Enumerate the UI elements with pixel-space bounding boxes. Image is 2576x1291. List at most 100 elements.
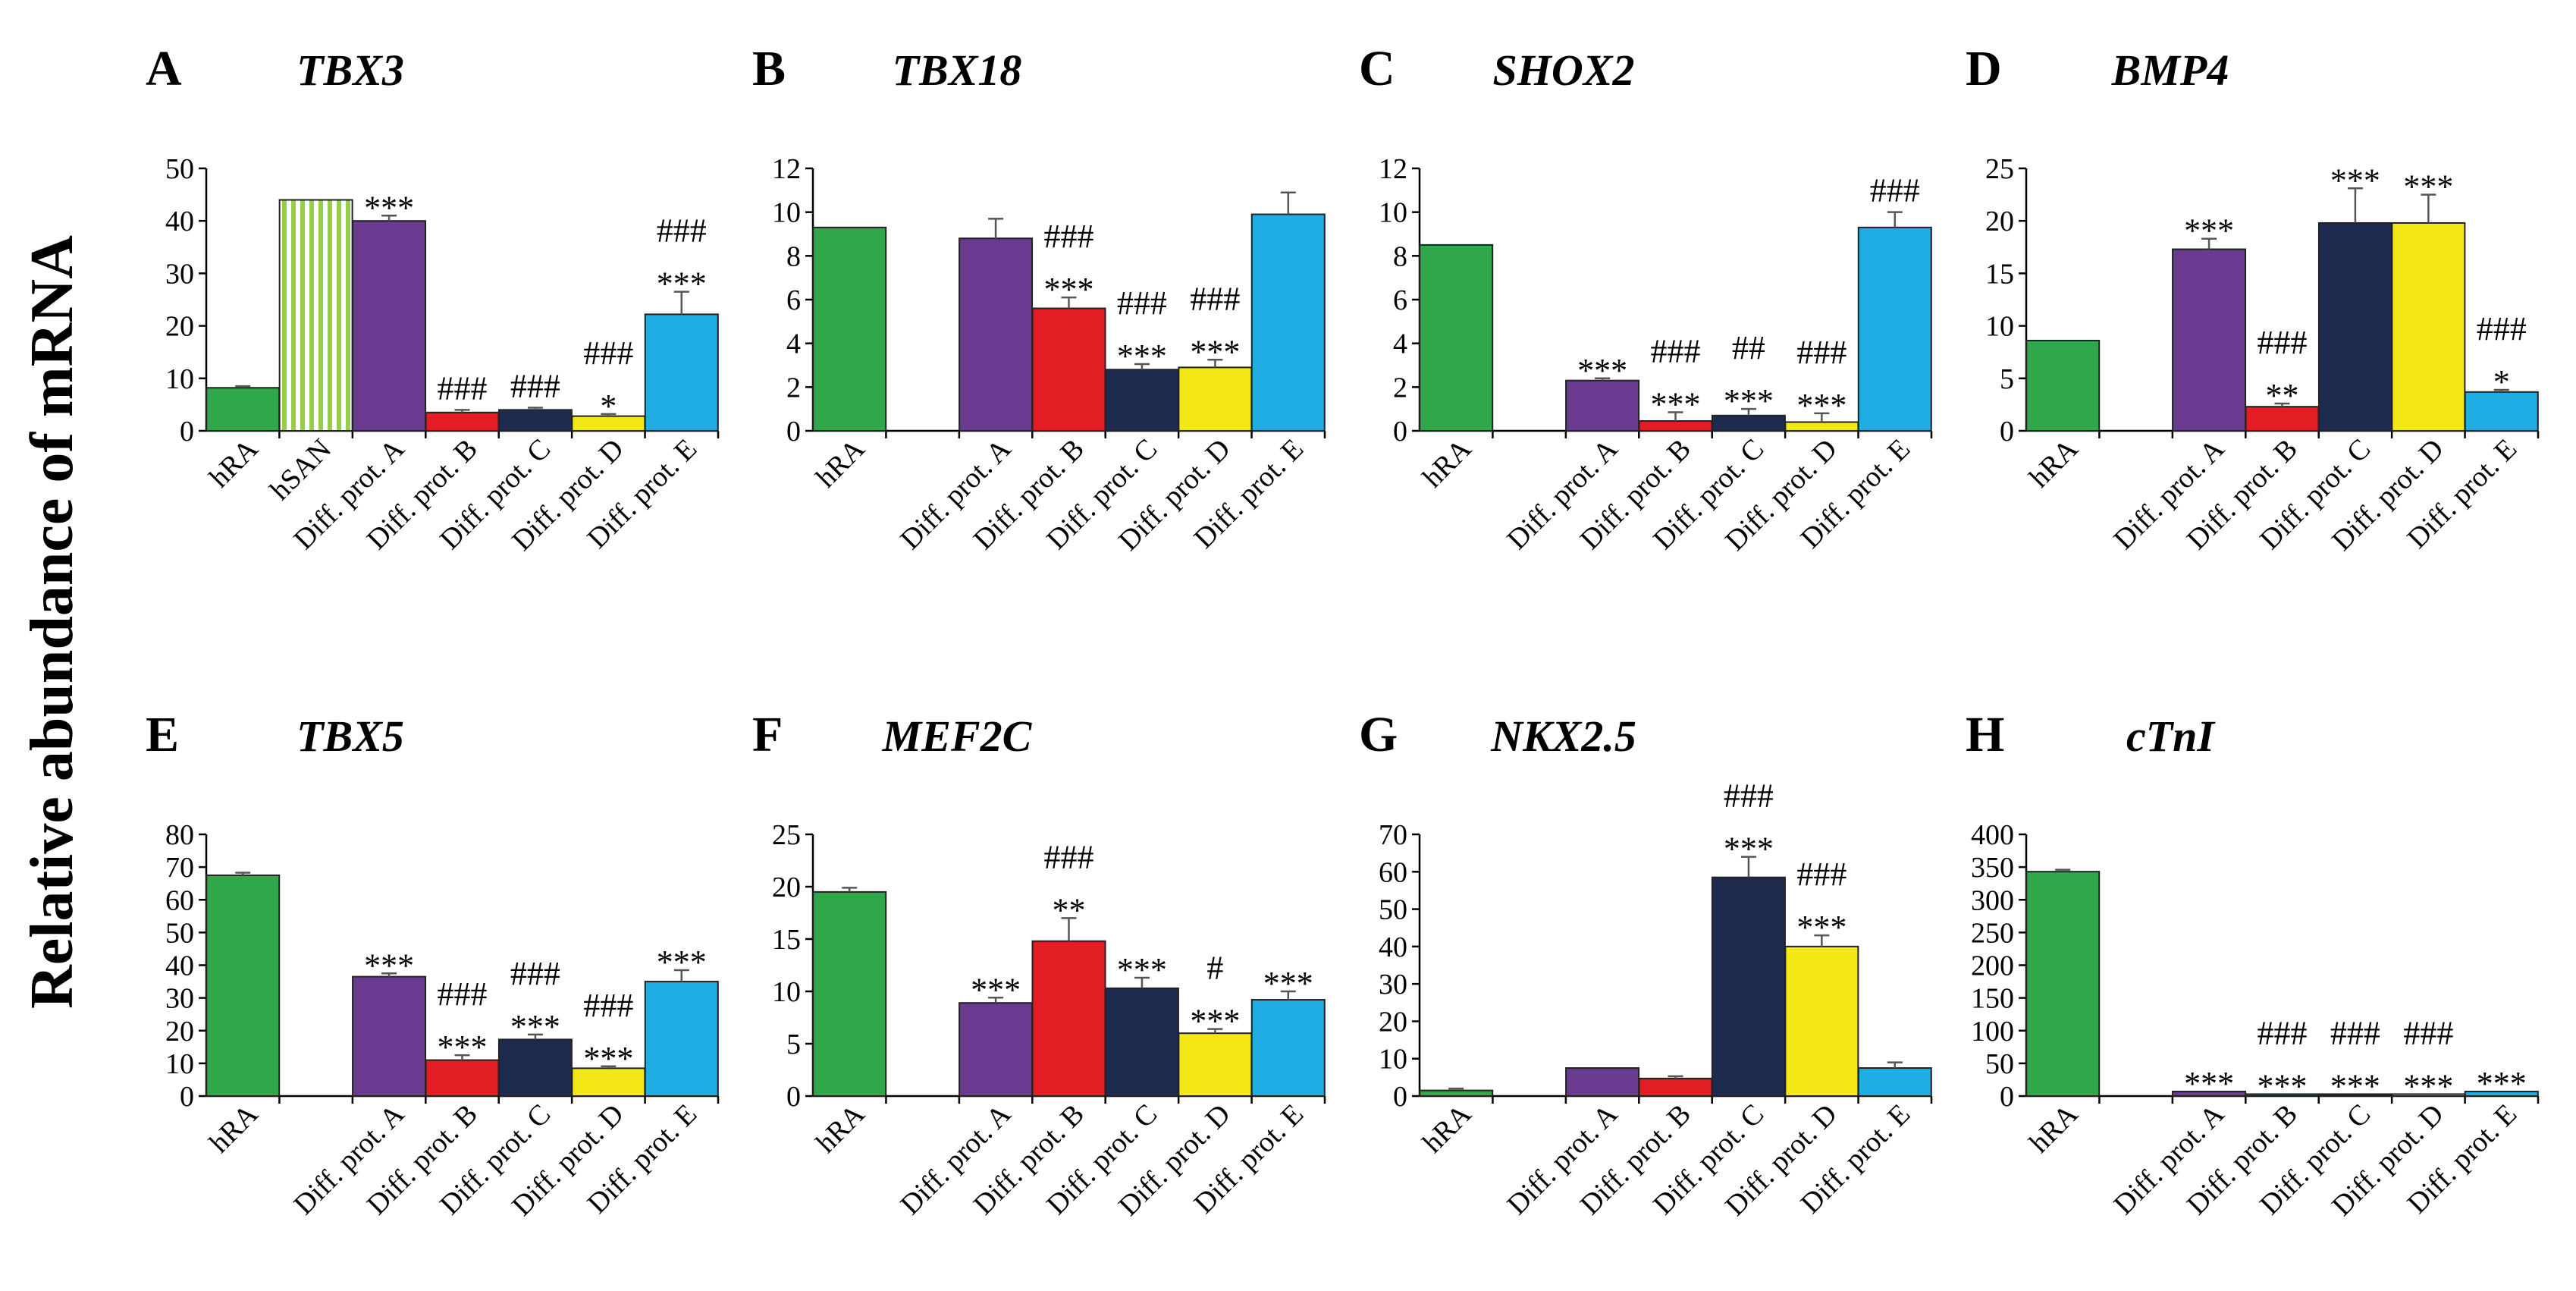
y-tick-label: 30 — [165, 258, 194, 290]
significance-label: *** — [1190, 1003, 1240, 1040]
bar-hra — [1419, 1089, 1494, 1098]
panel-title: BMP4 — [2111, 46, 2229, 95]
panel-letter: B — [752, 41, 786, 96]
bar-hra — [206, 874, 281, 1097]
y-tick-label: 70 — [165, 852, 194, 884]
y-tick-label: 10 — [772, 976, 801, 1008]
y-tick-label: 0 — [180, 416, 194, 448]
bar-diff-prot-c — [2317, 221, 2392, 432]
panel-letter: F — [752, 707, 783, 762]
y-tick-label: 60 — [165, 884, 194, 916]
bar-diff-prot-b — [425, 1059, 500, 1097]
bar-hra — [206, 387, 281, 432]
significance-label: ### — [1796, 334, 1846, 371]
significance-label: ### — [438, 369, 488, 407]
panel-letter: H — [1966, 707, 2004, 762]
significance-label: ### — [583, 335, 633, 372]
bar-hra — [1419, 243, 1494, 432]
bar-diff-prot-b — [425, 411, 500, 432]
bar-diff-prot-b — [1031, 307, 1106, 432]
y-tick-label: 50 — [165, 917, 194, 949]
bar-diff-prot-e — [1250, 213, 1326, 432]
significance-label: *** — [2258, 1067, 2308, 1104]
y-tick-label: 30 — [1379, 969, 1407, 1000]
significance-label: ### — [1870, 172, 1920, 209]
y-tick-label: 10 — [1985, 311, 2014, 343]
significance-label: *** — [971, 971, 1021, 1008]
y-tick-label: 20 — [1985, 206, 2014, 237]
y-tick-label: 40 — [165, 206, 194, 237]
y-tick-label: 25 — [772, 819, 801, 851]
y-tick-label: 10 — [1379, 197, 1407, 229]
significance-label: *** — [1651, 385, 1701, 422]
significance-label: ### — [2330, 1014, 2380, 1051]
y-tick-label: 15 — [1985, 258, 2014, 290]
y-tick-label: 2 — [786, 372, 801, 404]
significance-label: *** — [510, 1008, 560, 1045]
y-tick-label: 20 — [165, 311, 194, 343]
bar-diff-prot-e — [1250, 999, 1326, 1098]
y-tick-label: 6 — [786, 284, 801, 316]
y-tick-label: 20 — [1379, 1006, 1407, 1038]
significance-label: * — [2493, 363, 2510, 400]
y-tick-label: 20 — [772, 872, 801, 903]
significance-label: ### — [1796, 856, 1846, 893]
panel-letter: A — [146, 41, 182, 96]
bar-hra — [812, 891, 887, 1098]
y-tick-label: 80 — [165, 819, 194, 851]
bar-diff-prot-d — [1178, 366, 1253, 432]
y-tick-label: 0 — [2000, 416, 2014, 448]
significance-label: *** — [2330, 1067, 2380, 1104]
y-tick-label: 70 — [1379, 819, 1407, 851]
significance-label: *** — [1796, 387, 1846, 424]
significance-label: ### — [1117, 284, 1167, 322]
y-tick-label: 8 — [1393, 240, 1407, 272]
significance-label: *** — [1796, 909, 1846, 946]
y-tick-label: 6 — [1393, 284, 1407, 316]
significance-label: ### — [583, 987, 633, 1024]
y-tick-label: 10 — [165, 1048, 194, 1080]
y-tick-label: 0 — [1393, 1081, 1407, 1113]
bar-diff-prot-b — [2245, 406, 2320, 432]
significance-label: # — [1206, 950, 1223, 987]
significance-label: ### — [2258, 1014, 2308, 1051]
y-tick-label: 10 — [772, 197, 801, 229]
bar-hra — [2025, 871, 2101, 1097]
x-category-label: hRA — [2023, 432, 2085, 494]
bar-hra — [812, 226, 887, 432]
y-tick-label: 40 — [1379, 931, 1407, 963]
y-tick-label: 10 — [165, 363, 194, 395]
y-tick-label: 4 — [1393, 328, 1407, 360]
bar-diff-prot-a — [959, 237, 1034, 432]
panel-title: NKX2.5 — [1490, 711, 1636, 761]
panel-title: cTnI — [2126, 711, 2216, 761]
significance-label: ## — [1732, 329, 1765, 366]
significance-label: *** — [2403, 1067, 2453, 1104]
y-tick-label: 250 — [1971, 917, 2014, 949]
y-tick-label: 350 — [1971, 852, 2014, 884]
y-tick-label: 60 — [1379, 856, 1407, 888]
significance-label: ### — [657, 212, 707, 250]
bar-diff-prot-e — [2464, 391, 2539, 432]
significance-label: *** — [1724, 831, 1774, 868]
bar-diff-prot-d — [2391, 221, 2466, 432]
y-tick-label: 200 — [1971, 950, 2014, 982]
y-tick-label: 2 — [1393, 372, 1407, 404]
panel-title: MEF2C — [882, 711, 1033, 761]
significance-label: ** — [1053, 891, 1086, 928]
significance-label: ### — [510, 955, 560, 992]
significance-label: *** — [2403, 168, 2453, 206]
bar-hsan — [278, 199, 353, 432]
y-tick-label: 12 — [1379, 153, 1407, 185]
y-tick-label: 150 — [1971, 983, 2014, 1015]
bar-diff-prot-e — [2464, 1090, 2539, 1098]
x-category-label: hRA — [810, 1098, 871, 1159]
significance-label: *** — [1724, 382, 1774, 419]
significance-label: *** — [1577, 352, 1627, 389]
y-tick-label: 400 — [1971, 819, 2014, 851]
